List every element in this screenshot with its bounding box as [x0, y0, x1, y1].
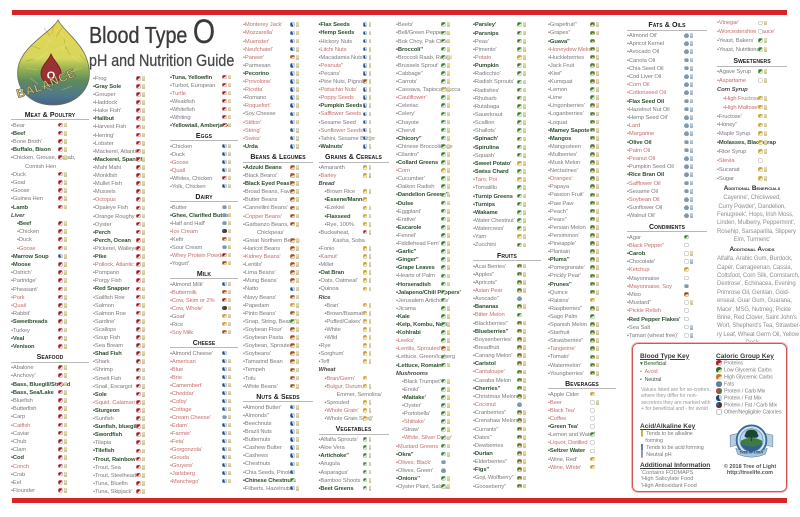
svg-text:O: O — [47, 70, 56, 82]
svg-text:TREE OF LIGHT: TREE OF LIGHT — [740, 450, 764, 454]
